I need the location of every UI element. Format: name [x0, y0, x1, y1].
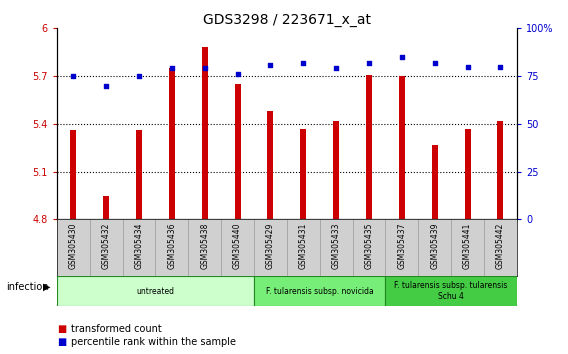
- Bar: [202, 47, 208, 219]
- Bar: [465, 129, 470, 219]
- Point: [299, 60, 308, 65]
- Text: ▶: ▶: [43, 282, 50, 292]
- Bar: [386, 276, 517, 306]
- Text: GSM305441: GSM305441: [463, 222, 472, 269]
- Bar: [70, 130, 76, 219]
- Bar: [498, 121, 503, 219]
- Bar: [136, 130, 142, 219]
- Bar: [268, 111, 273, 219]
- Text: GSM305435: GSM305435: [365, 222, 374, 269]
- Text: GSM305433: GSM305433: [332, 222, 341, 269]
- Point: [135, 73, 144, 79]
- Bar: [169, 68, 175, 219]
- Point: [266, 62, 275, 68]
- Text: ■: ■: [57, 337, 66, 347]
- Bar: [235, 84, 240, 219]
- Text: untreated: untreated: [136, 287, 174, 296]
- Text: GSM305431: GSM305431: [299, 222, 308, 269]
- Point: [430, 60, 439, 65]
- Point: [102, 83, 111, 88]
- Bar: [432, 145, 438, 219]
- Point: [463, 64, 472, 69]
- Text: ■: ■: [57, 324, 66, 334]
- Text: F. tularensis subsp. tularensis
Schu 4: F. tularensis subsp. tularensis Schu 4: [394, 281, 508, 301]
- Text: GSM305440: GSM305440: [233, 222, 242, 269]
- Text: F. tularensis subsp. novicida: F. tularensis subsp. novicida: [266, 287, 374, 296]
- Bar: [399, 76, 405, 219]
- Point: [397, 54, 406, 60]
- Text: GSM305430: GSM305430: [69, 222, 78, 269]
- Text: GSM305442: GSM305442: [496, 222, 505, 269]
- Bar: [300, 129, 306, 219]
- Text: GSM305434: GSM305434: [135, 222, 144, 269]
- Text: transformed count: transformed count: [71, 324, 162, 334]
- Point: [365, 60, 374, 65]
- Bar: [103, 195, 109, 219]
- Text: GSM305437: GSM305437: [398, 222, 406, 269]
- Point: [233, 72, 242, 77]
- Text: percentile rank within the sample: percentile rank within the sample: [71, 337, 236, 347]
- Bar: [254, 276, 386, 306]
- Text: GSM305436: GSM305436: [168, 222, 176, 269]
- Title: GDS3298 / 223671_x_at: GDS3298 / 223671_x_at: [203, 13, 371, 27]
- Point: [496, 64, 505, 69]
- Bar: [57, 276, 254, 306]
- Point: [69, 73, 78, 79]
- Text: GSM305438: GSM305438: [200, 222, 209, 269]
- Point: [332, 65, 341, 71]
- Bar: [333, 121, 339, 219]
- Text: GSM305432: GSM305432: [102, 222, 111, 269]
- Text: GSM305429: GSM305429: [266, 222, 275, 269]
- Point: [200, 65, 209, 71]
- Text: GSM305439: GSM305439: [430, 222, 439, 269]
- Bar: [366, 75, 372, 219]
- Point: [167, 65, 176, 71]
- Text: infection: infection: [6, 282, 48, 292]
